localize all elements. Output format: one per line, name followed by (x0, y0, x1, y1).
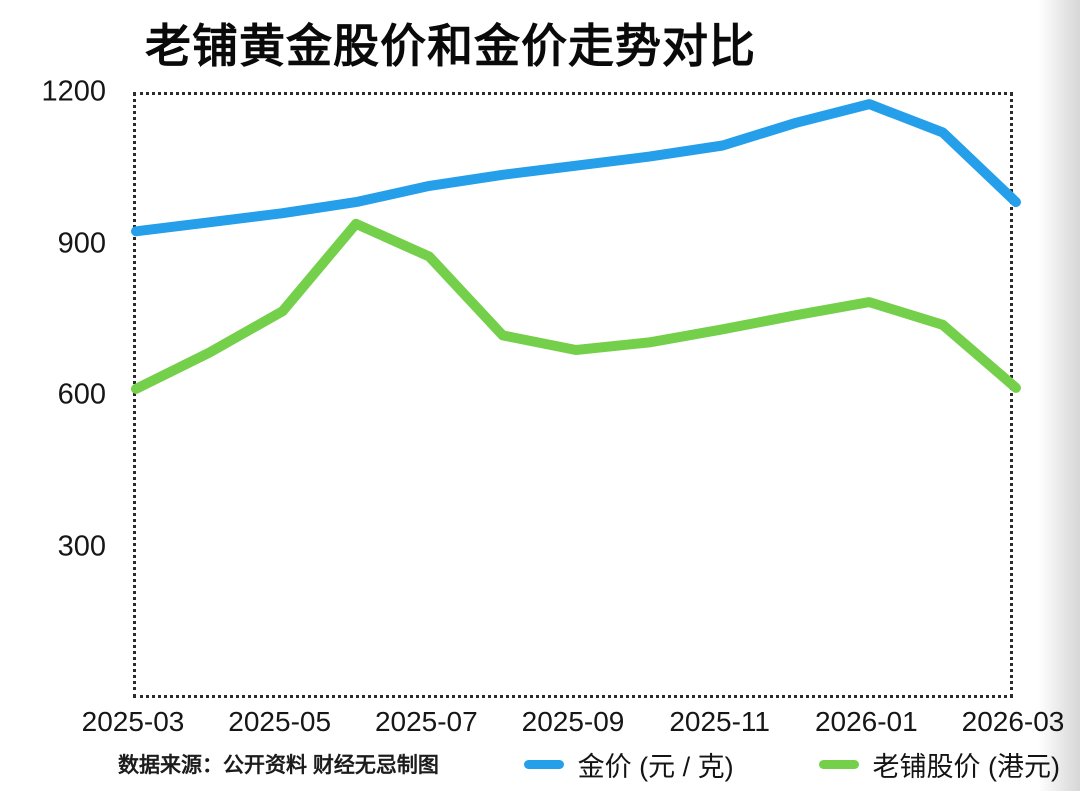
y-tick-label: 600 (57, 378, 106, 411)
y-axis: 1200 900 600 300 (0, 76, 112, 698)
chart-footer: 数据来源：公开资料 财经无忌制图 金价 (元 / 克) 老铺股价 (港元) (118, 746, 1060, 782)
stock-line-legend-marker (818, 759, 859, 769)
y-tick-label: 1200 (41, 75, 106, 108)
page-edge-shading (1038, 0, 1080, 791)
legend-laopu-stock: 老铺股价 (港元) (818, 745, 1060, 784)
x-tick-label: 2025-03 (81, 706, 185, 737)
y-tick-label: 300 (57, 530, 106, 562)
x-axis: 2025-03 2025-05 2025-07 2025-09 2025-11 2026-… (82, 706, 1065, 740)
x-tick-label: 2026-01 (814, 706, 918, 737)
x-tick-label: 2025-07 (374, 706, 478, 737)
x-tick-label: 2025-11 (669, 706, 770, 737)
source-note: 数据来源：公开资料 财经无忌制图 (118, 754, 439, 777)
y-tick-label: 900 (57, 227, 106, 259)
plot-area (131, 92, 1021, 698)
laopu-stock-line (131, 218, 1021, 394)
line-chart (131, 99, 1021, 394)
gold-line-legend-label: 金价 (元 / 克) (577, 751, 734, 782)
x-tick-label: 2026-03 (961, 706, 1065, 737)
gold-line-legend-marker (523, 759, 564, 769)
gold-price-line (131, 99, 1021, 237)
legend-gold-price: 金价 (元 / 克) (523, 745, 734, 784)
chart-title: 老铺黄金股价和金价走势对比 (145, 20, 756, 72)
stock-line-legend-label: 老铺股价 (港元) (872, 751, 1060, 782)
x-tick-label: 2025-09 (521, 706, 625, 737)
x-tick-label: 2025-05 (228, 706, 332, 737)
